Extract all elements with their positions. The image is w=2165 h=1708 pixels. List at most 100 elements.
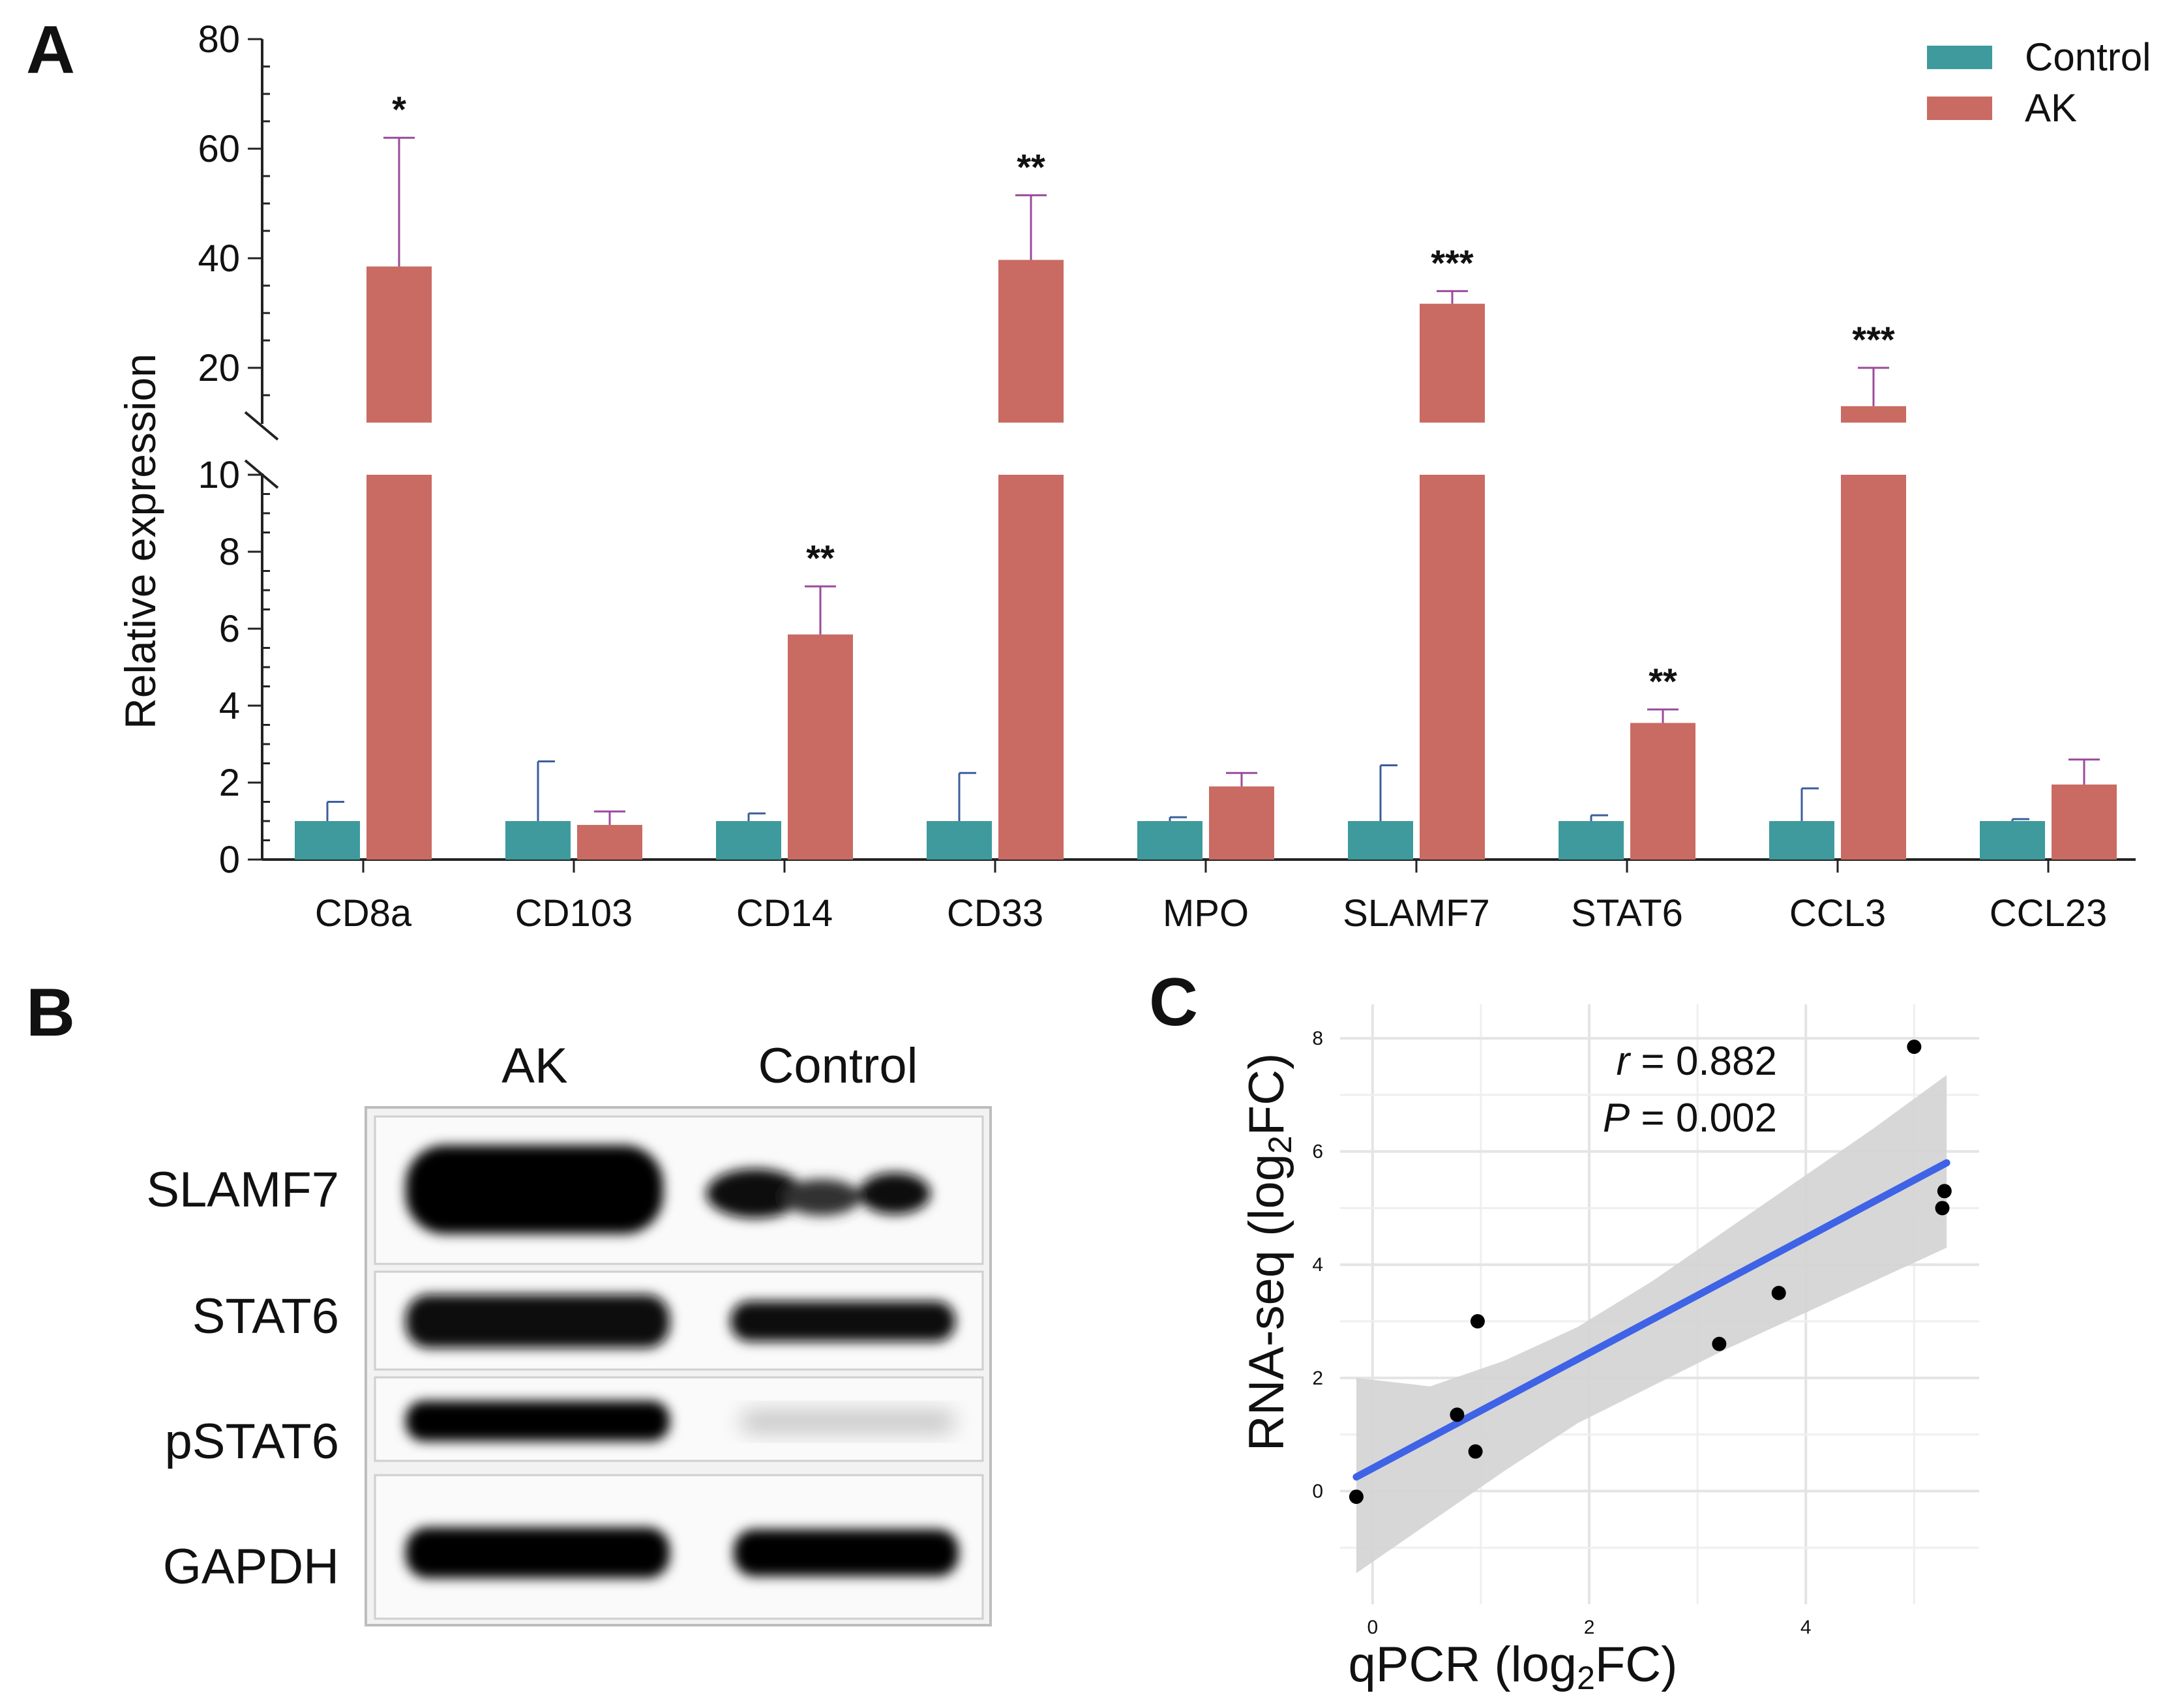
- y-tick-label: 80: [198, 18, 240, 61]
- bar-ak-upper: [366, 266, 432, 423]
- category-label: SLAMF7: [1343, 892, 1490, 935]
- x-tick-label: 0: [1367, 1617, 1378, 1638]
- y-tick-label: 0: [219, 839, 240, 881]
- bar-control: [927, 821, 992, 860]
- category-label: MPO: [1163, 892, 1249, 935]
- y-tick-label: 60: [198, 128, 240, 170]
- category-label: STAT6: [1571, 892, 1683, 935]
- scatter-point: [1450, 1407, 1465, 1422]
- scatter-points: [1349, 1040, 1952, 1505]
- significance-marker: **: [806, 537, 835, 578]
- western-blot-panel: AK Control SLAMF7 STAT6 pSTAT6: [146, 1038, 992, 1626]
- y-tick-label: 4: [1312, 1254, 1323, 1276]
- bar-ak: [1209, 786, 1274, 860]
- confidence-band: [1356, 1075, 1947, 1574]
- scatter-point: [1935, 1201, 1950, 1216]
- annotation-p: P = 0.002: [1603, 1096, 1777, 1141]
- bar-chart-significance: *************: [392, 89, 1895, 702]
- legend-label-ak: AK: [2025, 86, 2077, 130]
- band-slamf7-control: [706, 1169, 931, 1218]
- band-gapdh-control: [734, 1529, 959, 1576]
- significance-marker: *: [392, 89, 406, 130]
- bar-ak-upper: [1420, 303, 1485, 423]
- panel-label-b: B: [26, 975, 75, 1051]
- annotation-r: r = 0.882: [1617, 1039, 1777, 1084]
- bar-chart-bars: [295, 260, 2117, 860]
- y-tick-label: 0: [1312, 1480, 1323, 1502]
- significance-marker: **: [1017, 146, 1045, 187]
- band-pstat6-control: [740, 1410, 955, 1433]
- bar-ak: [577, 824, 642, 860]
- bar-ak: [998, 475, 1064, 860]
- significance-marker: **: [1649, 661, 1677, 702]
- band-stat6-ak: [406, 1295, 670, 1348]
- scatter-point: [1907, 1040, 1922, 1055]
- y-tick-label: 6: [219, 608, 240, 650]
- category-label: CD103: [515, 892, 633, 935]
- category-label: CD8a: [315, 892, 412, 935]
- bar-ak: [788, 634, 853, 860]
- category-label: CD33: [947, 892, 1043, 935]
- x-tick-label: 2: [1584, 1617, 1595, 1638]
- band-pstat6-ak: [406, 1401, 670, 1441]
- bar-chart-error-bars: [326, 136, 2100, 825]
- bar-control: [505, 821, 571, 860]
- significance-marker: ***: [1431, 242, 1474, 283]
- row-label-slamf7: SLAMF7: [146, 1162, 339, 1218]
- bar-ak: [1841, 475, 1906, 860]
- legend-swatch-ak: [1927, 97, 1992, 120]
- y-axis-label: Relative expression: [116, 353, 164, 729]
- scatter-point: [1470, 1314, 1485, 1329]
- category-label: CD14: [736, 892, 833, 935]
- bar-control: [1137, 821, 1202, 860]
- lane-label-control: Control: [758, 1038, 918, 1094]
- bar-control: [1559, 821, 1624, 860]
- y-tick-label: 4: [219, 685, 240, 727]
- y-tick-label: 2: [1312, 1368, 1323, 1389]
- y-tick-label: 10: [198, 454, 240, 496]
- category-label: CCL23: [1990, 892, 2108, 935]
- scatter-point: [1937, 1184, 1952, 1199]
- legend-swatch-control: [1927, 46, 1992, 69]
- bar-chart-category-labels: CD8a CD103 CD14 CD33 MPO SLAMF7 STAT6 CCL3 CCL23: [315, 860, 2107, 935]
- scatter-point: [1468, 1444, 1483, 1459]
- bar-ak: [1420, 475, 1485, 860]
- y-tick-label: 20: [198, 347, 240, 389]
- band-slamf7-ak: [406, 1145, 663, 1234]
- scatter-point: [1712, 1336, 1727, 1351]
- panel-label-c: C: [1149, 965, 1198, 1040]
- lane-label-ak: AK: [501, 1038, 567, 1094]
- bar-ak-upper: [998, 260, 1064, 423]
- y-tick-label: 8: [1312, 1028, 1323, 1049]
- bar-control: [1980, 821, 2045, 860]
- significance-marker: ***: [1852, 319, 1895, 360]
- bar-control: [716, 821, 781, 860]
- band-stat6-control: [730, 1301, 955, 1341]
- y-tick-label: 40: [198, 237, 240, 280]
- y-axis-label-c: RNA-seq (log2FC): [1239, 1053, 1298, 1452]
- bar-control: [295, 821, 360, 860]
- row-label-gapdh: GAPDH: [163, 1539, 339, 1595]
- x-tick-label: 4: [1800, 1617, 1812, 1638]
- bar-ak: [1630, 723, 1695, 860]
- y-tick-label: 2: [219, 762, 240, 804]
- scatter-tick-labels: 0 2 4 0 2 4 6 8: [1312, 1028, 1811, 1638]
- panel-label-a: A: [26, 12, 75, 88]
- row-label-pstat6: pSTAT6: [165, 1414, 339, 1469]
- bar-control: [1348, 821, 1413, 860]
- scatter-point: [1771, 1285, 1786, 1300]
- legend-label-control: Control: [2025, 35, 2151, 79]
- x-axis-label: qPCR (log2FC): [1348, 1637, 1677, 1696]
- axis-break-mark-upper: [244, 411, 279, 441]
- category-label: CCL3: [1789, 892, 1886, 935]
- bar-ak: [2052, 784, 2117, 860]
- scatter-point: [1349, 1490, 1364, 1505]
- row-label-stat6: STAT6: [192, 1289, 339, 1344]
- bar-ak: [366, 475, 432, 860]
- bar-control: [1769, 821, 1834, 860]
- y-tick-label: 8: [219, 531, 240, 573]
- regression-line: [1352, 1159, 1950, 1481]
